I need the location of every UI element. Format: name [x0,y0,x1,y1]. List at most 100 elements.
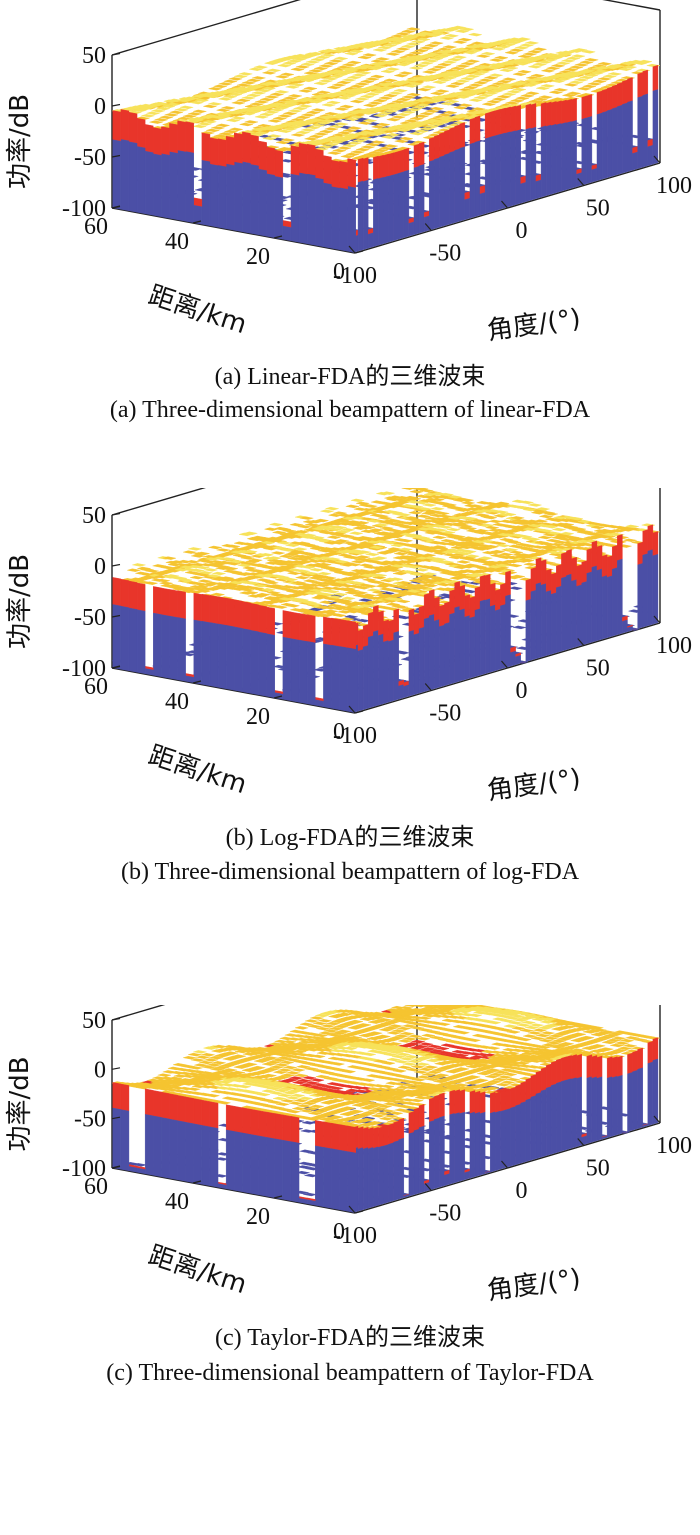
surface-patch [407,565,421,569]
surface-patch [533,97,548,102]
surface-patch [455,79,470,83]
wall-patch [454,124,460,151]
y-tick-label: 60 [84,674,108,700]
wall-patch [459,584,466,611]
surface-patch [440,492,454,497]
surface-patch [336,598,351,603]
surface-patch [276,140,290,145]
wall-patch [306,641,316,706]
wall-patch [357,180,364,252]
surface-patch [397,1026,411,1031]
wall-patch [250,630,259,696]
surface-patch [193,109,207,114]
wall-patch [408,608,415,633]
wall-patch [637,95,643,169]
wall-patch [545,568,552,593]
surface-patch [344,134,359,139]
surface-patch [409,131,424,136]
surface-patch [224,1051,239,1055]
surface-patch [443,503,457,507]
surface-patch [314,132,328,136]
surface-patch [285,1058,299,1062]
surface-patch [292,1049,307,1054]
surface-patch [306,611,320,616]
wall-patch [596,568,603,641]
surface-patch [374,148,388,153]
wall-patch [479,575,486,602]
surface-patch [176,587,191,591]
surface-patch [353,139,367,143]
z-axis: 500-50-100 [62,503,121,682]
z-tick [111,563,121,567]
surface-patch [231,116,245,120]
surface-patch [146,111,160,115]
wall-patch [161,614,170,679]
surface-patch [514,81,529,85]
wall-patch [647,524,654,552]
surface-patch [456,64,470,68]
surface-patch [325,589,340,594]
surface-patch [459,507,473,512]
wall-patch [144,124,154,153]
surface-patch [360,111,374,115]
wall-patch [612,567,618,637]
surface-patch [510,99,524,103]
surface-patch [383,93,398,98]
surface-patch [353,523,368,528]
surface-patch [453,565,468,570]
surface-patch [302,533,317,537]
surface-patch [188,547,202,551]
surface-patch [492,97,506,101]
surface-patch [564,83,578,87]
wall-patch [136,582,146,612]
wall-patch [306,173,316,246]
surface-patch [536,507,550,511]
surface-patch [455,47,469,52]
surface-patch [480,539,494,544]
surface-patch [240,556,255,560]
wall-patch [250,603,259,632]
surface-patch [141,114,155,118]
z-axis-label: 功率/dB [5,94,35,189]
surface-patch [191,1058,205,1062]
surface-patch [522,83,537,87]
surface-patch [445,99,459,104]
surface-patch [551,64,565,68]
surface-patch [491,549,505,554]
surface-patch [406,27,421,31]
wall-patch [378,633,384,706]
surface-patch [435,568,449,572]
wall-patch [551,572,557,595]
surface-patch [340,617,355,621]
surface-patch [293,547,307,551]
surface-patch [301,113,315,117]
wall-patch [515,129,521,205]
surface-patch [528,65,542,69]
surface-patch [333,525,347,530]
surface-patch [422,503,437,507]
surface-patch [397,581,412,585]
y-tick-label: 0 [333,719,345,745]
surface-patch [543,58,557,62]
surface-patch [288,125,302,129]
surface-patch [446,527,461,532]
surface-patch [296,569,310,573]
wall-patch [566,573,572,650]
surface-patch [551,79,565,83]
surface-patch [269,522,283,527]
surface-walls [112,64,659,254]
z-axis: 500-50-100 [62,43,121,222]
surface-patch [280,72,294,77]
surface-patch [240,588,254,592]
surface-patch [528,503,542,507]
surface-patch [181,97,196,101]
wall-patch [413,633,420,695]
wall-patch [315,177,324,248]
surface-patch [233,74,248,79]
surface-patch [518,54,532,59]
surface-patch [375,1051,390,1055]
wall-patch [429,614,435,691]
